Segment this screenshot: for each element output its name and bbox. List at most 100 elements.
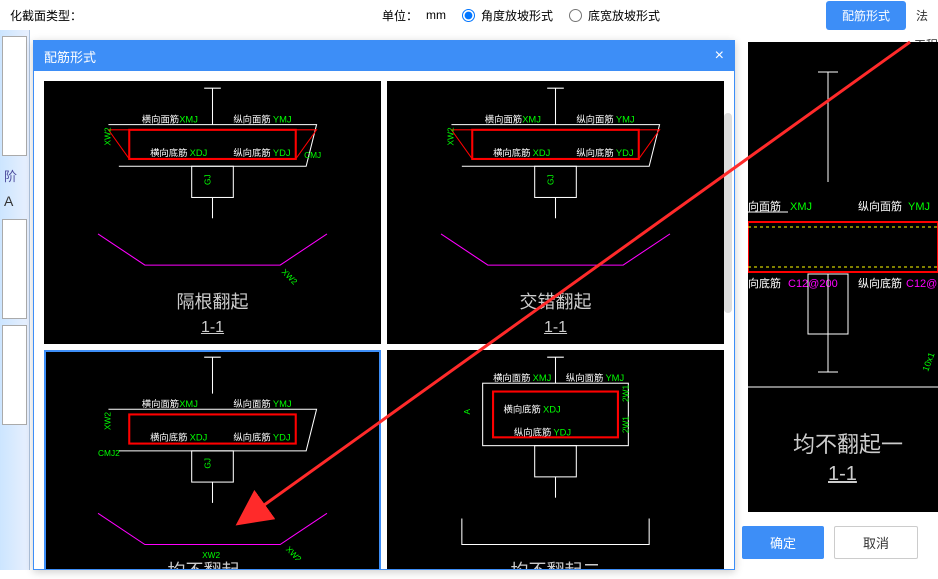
thumb-1-caption: 隔根翻起 1-1 bbox=[177, 291, 249, 338]
svg-text:CMJ: CMJ bbox=[304, 150, 321, 160]
thumb-option-2[interactable]: 横向面筋XMJ 纵向面筋YMJ 横向底筋XDJ 纵向底筋YDJ XW2 GJ 交… bbox=[387, 81, 724, 344]
thumb-option-3[interactable]: 横向面筋XMJ 纵向面筋YMJ 横向底筋XDJ 纵向底筋YDJ CMJ2 XW2… bbox=[44, 350, 381, 569]
svg-text:纵向底筋: 纵向底筋 bbox=[514, 427, 551, 438]
bottom-buttons: 确定 取消 bbox=[742, 526, 918, 559]
thumb-option-1[interactable]: 横向面筋XMJ 纵向面筋YMJ 横向底筋XDJ 纵向底筋YDJ CMJ XW2 … bbox=[44, 81, 381, 344]
ok-button[interactable]: 确定 bbox=[742, 526, 824, 559]
thumb-2-title: 交错翻起 bbox=[520, 292, 592, 312]
radio-width-label: 底宽放坡形式 bbox=[588, 7, 660, 24]
svg-text:XW2: XW2 bbox=[446, 127, 456, 145]
thumb-1-title: 隔根翻起 bbox=[177, 292, 249, 312]
diagram-3: 横向面筋XMJ 纵向面筋YMJ 横向底筋XDJ 纵向底筋YDJ CMJ2 XW2… bbox=[46, 352, 379, 560]
left-stub-letter: A bbox=[0, 189, 29, 213]
modal-header: 配筋形式 × bbox=[34, 41, 734, 71]
svg-text:XMJ: XMJ bbox=[179, 399, 198, 409]
side-text: 法 bbox=[916, 7, 928, 24]
svg-text:XW2: XW2 bbox=[103, 127, 113, 145]
svg-text:2W1: 2W1 bbox=[620, 385, 630, 402]
svg-text:YMJ: YMJ bbox=[605, 373, 624, 383]
svg-text:纵向面筋: 纵向面筋 bbox=[233, 398, 270, 409]
svg-text:横向面筋: 横向面筋 bbox=[493, 372, 530, 383]
scrollbar[interactable] bbox=[724, 113, 732, 313]
left-stub-text: 阶 bbox=[0, 162, 29, 189]
svg-text:向底筋: 向底筋 bbox=[748, 276, 781, 290]
unit-label: 单位： bbox=[382, 7, 418, 24]
svg-text:GJ: GJ bbox=[202, 174, 212, 185]
svg-text:XDJ: XDJ bbox=[190, 148, 208, 158]
thumb-1-sub: 1-1 bbox=[201, 319, 224, 336]
svg-text:纵向底筋: 纵向底筋 bbox=[858, 276, 902, 290]
svg-text:横向面筋: 横向面筋 bbox=[485, 114, 522, 125]
svg-text:YMJ: YMJ bbox=[273, 399, 292, 409]
svg-text:XMJ: XMJ bbox=[179, 115, 198, 125]
modal-body: 横向面筋XMJ 纵向面筋YMJ 横向底筋XDJ 纵向底筋YDJ CMJ XW2 … bbox=[34, 71, 734, 569]
svg-text:纵向面筋: 纵向面筋 bbox=[233, 114, 270, 125]
thumb-2-sub: 1-1 bbox=[544, 319, 567, 336]
svg-text:均不翻起一: 均不翻起一 bbox=[793, 432, 903, 457]
svg-text:2W1: 2W1 bbox=[620, 416, 630, 433]
radio-width-input[interactable] bbox=[569, 9, 582, 22]
svg-text:XMJ: XMJ bbox=[533, 373, 552, 383]
unit-area: 单位： mm 角度放坡形式 底宽放坡形式 bbox=[382, 7, 660, 24]
left-thumb-2[interactable] bbox=[2, 219, 27, 319]
svg-text:C12@20: C12@20 bbox=[906, 278, 938, 290]
svg-text:GJ: GJ bbox=[545, 174, 555, 185]
diagram-2: 横向面筋XMJ 纵向面筋YMJ 横向底筋XDJ 纵向底筋YDJ XW2 GJ bbox=[389, 83, 722, 291]
svg-text:A: A bbox=[462, 409, 472, 415]
modal-title: 配筋形式 bbox=[44, 47, 96, 66]
svg-text:XDJ: XDJ bbox=[533, 148, 551, 158]
left-sidebar: 阶 A bbox=[0, 30, 30, 570]
svg-text:10x1: 10x1 bbox=[920, 351, 936, 373]
svg-text:GJ: GJ bbox=[202, 458, 212, 469]
svg-text:XDJ: XDJ bbox=[190, 433, 208, 443]
svg-text:XMJ: XMJ bbox=[790, 201, 812, 213]
right-diagram: 向面筋 XMJ 纵向面筋 YMJ 向底筋 C12@200 纵向底筋 C12@20… bbox=[748, 42, 938, 512]
svg-text:向面筋: 向面筋 bbox=[748, 199, 781, 213]
svg-text:XW2: XW2 bbox=[280, 267, 300, 287]
svg-text:纵向面筋: 纵向面筋 bbox=[566, 372, 603, 383]
svg-text:YMJ: YMJ bbox=[273, 115, 292, 125]
svg-text:YMJ: YMJ bbox=[908, 201, 930, 213]
svg-text:横向面筋: 横向面筋 bbox=[142, 114, 179, 125]
left-thumb-3[interactable] bbox=[2, 325, 27, 425]
section-type-label: 化截面类型： bbox=[10, 7, 82, 24]
right-preview-panel: 向面筋 XMJ 纵向面筋 YMJ 向底筋 C12@200 纵向底筋 C12@20… bbox=[748, 42, 938, 512]
svg-text:YDJ: YDJ bbox=[273, 433, 291, 443]
svg-text:XW2: XW2 bbox=[202, 550, 220, 560]
radio-angle-slope[interactable]: 角度放坡形式 bbox=[454, 7, 553, 24]
diagram-1: 横向面筋XMJ 纵向面筋YMJ 横向底筋XDJ 纵向底筋YDJ CMJ XW2 … bbox=[46, 83, 379, 291]
svg-text:YDJ: YDJ bbox=[616, 148, 634, 158]
svg-text:1-1: 1-1 bbox=[828, 463, 857, 485]
svg-text:纵向底筋: 纵向底筋 bbox=[233, 147, 270, 158]
svg-text:横向底筋: 横向底筋 bbox=[493, 147, 530, 158]
radio-angle-input[interactable] bbox=[462, 9, 475, 22]
unit-value: mm bbox=[426, 8, 446, 22]
close-icon[interactable]: × bbox=[715, 47, 724, 65]
svg-text:CMJ2: CMJ2 bbox=[98, 448, 120, 458]
svg-text:纵向底筋: 纵向底筋 bbox=[576, 147, 613, 158]
thumb-option-4[interactable]: 横向面筋XMJ 纵向面筋YMJ 横向底筋XDJ 纵向底筋YDJ 2W1 2W1 … bbox=[387, 350, 724, 569]
radio-width-slope[interactable]: 底宽放坡形式 bbox=[561, 7, 660, 24]
svg-text:YDJ: YDJ bbox=[273, 148, 291, 158]
svg-text:横向面筋: 横向面筋 bbox=[142, 398, 179, 409]
svg-text:YDJ: YDJ bbox=[553, 428, 571, 438]
svg-text:XDJ: XDJ bbox=[543, 405, 561, 415]
radio-angle-label: 角度放坡形式 bbox=[481, 7, 553, 24]
thumb-3-caption: 均不翻起一 1-1 bbox=[168, 560, 258, 569]
svg-text:XW2: XW2 bbox=[284, 544, 304, 560]
rebar-form-button[interactable]: 配筋形式 bbox=[826, 1, 906, 30]
thumb-4-title: 均不翻起二 bbox=[511, 561, 601, 569]
diagram-4: 横向面筋XMJ 纵向面筋YMJ 横向底筋XDJ 纵向底筋YDJ 2W1 2W1 … bbox=[389, 352, 722, 560]
left-thumb-1[interactable] bbox=[2, 36, 27, 156]
svg-text:纵向面筋: 纵向面筋 bbox=[576, 114, 613, 125]
svg-text:XW2: XW2 bbox=[103, 412, 113, 430]
cancel-button[interactable]: 取消 bbox=[834, 526, 918, 559]
rebar-form-modal: 配筋形式 × 横向面筋XMJ 纵向面筋YMJ 横向底筋XDJ 纵向底筋YDJ bbox=[33, 40, 735, 570]
thumb-3-title: 均不翻起一 bbox=[168, 561, 258, 569]
svg-text:横向底筋: 横向底筋 bbox=[503, 404, 540, 415]
thumb-2-caption: 交错翻起 1-1 bbox=[520, 291, 592, 338]
thumb-4-caption: 均不翻起二 1-1 bbox=[511, 560, 601, 569]
svg-text:YMJ: YMJ bbox=[616, 115, 635, 125]
svg-text:纵向底筋: 纵向底筋 bbox=[233, 432, 270, 443]
svg-text:横向底筋: 横向底筋 bbox=[150, 432, 187, 443]
